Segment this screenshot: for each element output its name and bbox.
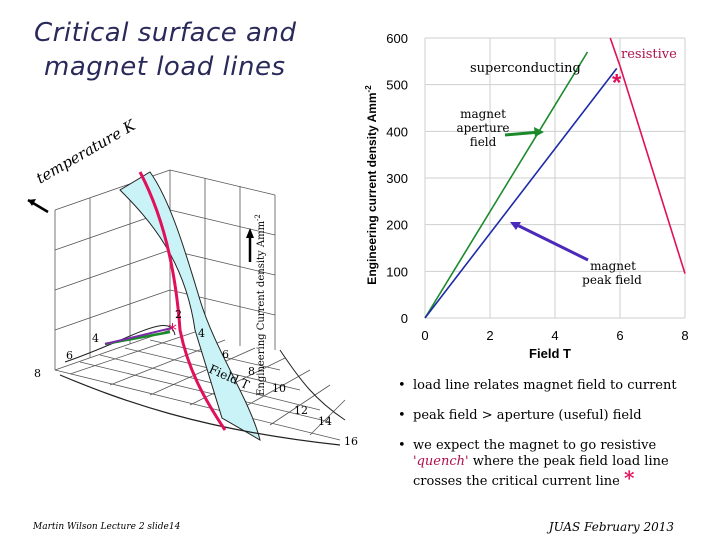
temp-tick-8: 8 xyxy=(34,367,41,380)
title-line-1: Critical surface and xyxy=(34,18,297,48)
chart-series xyxy=(424,37,686,319)
series-line-critical xyxy=(609,37,686,274)
field-tick-14: 14 xyxy=(318,415,332,428)
field-tick-10: 10 xyxy=(272,382,286,395)
quench-star-3d: * xyxy=(168,320,177,341)
annotation-peak: magnet peak field xyxy=(582,259,642,287)
field-tick-12: 12 xyxy=(294,404,308,417)
bullet-2: peak field > aperture (useful) field xyxy=(395,408,715,424)
series-line-aperture xyxy=(424,51,589,319)
current-axis-label: Engineering Current density Amm-2 xyxy=(254,214,267,396)
x-tick-label: 4 xyxy=(551,328,558,343)
temp-tick-6: 6 xyxy=(66,349,73,362)
field-tick-6: 6 xyxy=(222,348,229,361)
boundary-curve-3 xyxy=(279,349,346,421)
x-tick-label: 6 xyxy=(616,328,623,343)
y-tick-label: 600 xyxy=(386,31,408,46)
y-tick-label: 200 xyxy=(386,218,408,233)
y-tick-label: 400 xyxy=(386,124,408,139)
aperture-pointer-head xyxy=(534,127,544,137)
critical-surface xyxy=(119,171,261,442)
bullet-3: we expect the magnet to go resistive 'qu… xyxy=(395,438,715,490)
field-tick-16: 16 xyxy=(344,435,358,448)
slide-title: Critical surface and magnet load lines xyxy=(34,16,334,84)
quench-star: * xyxy=(612,69,622,96)
footer-author: Martin Wilson Lecture 2 slide14 xyxy=(33,522,181,532)
temperature-arrowhead xyxy=(28,199,36,206)
y-tick-label: 100 xyxy=(386,264,408,279)
temperature-axis-label: temperature K xyxy=(33,116,139,188)
temp-tick-4: 4 xyxy=(92,332,99,345)
peak-pointer xyxy=(514,222,589,262)
bullet-3-quench: 'quench' xyxy=(413,454,469,469)
aperture-pointer xyxy=(504,130,541,137)
critical-line xyxy=(138,171,227,431)
x-tick-label: 2 xyxy=(486,328,493,343)
y-tick-label: 500 xyxy=(386,78,408,93)
chart-ticks: 0 100 200 300 400 500 600 0 2 4 6 8 xyxy=(386,31,688,343)
load-line-chart: 0 100 200 300 400 500 600 0 2 4 6 8 Field T Enginee… xyxy=(364,31,689,360)
title-line-2: magnet load lines xyxy=(44,52,286,82)
x-axis-label: Field T xyxy=(529,346,571,360)
bullet-3-text-1: we expect the magnet to go resistive xyxy=(413,438,657,453)
current-arrowhead xyxy=(246,228,254,238)
bullet-1: load line relates magnet field to curren… xyxy=(395,378,715,394)
x-tick-label: 8 xyxy=(681,328,688,343)
footer-date: JUAS February 2013 xyxy=(548,520,674,534)
boundary-curve-1 xyxy=(59,374,341,446)
y-tick-label: 300 xyxy=(386,171,408,186)
bullet-3-text-2: where the peak field load line crosses t… xyxy=(413,454,669,489)
bullet-3-star: * xyxy=(623,466,635,490)
y-tick-label: 0 xyxy=(401,311,408,326)
load-line-purple xyxy=(104,327,173,345)
annotation-aperture: magnet aperture field xyxy=(456,107,509,149)
field-tick-4: 4 xyxy=(198,327,205,340)
region-superconducting: superconducting xyxy=(470,61,581,76)
region-resistive: resistive xyxy=(621,47,677,62)
y-axis-label: Engineering current density Amm-2 xyxy=(364,85,379,285)
chart-grid xyxy=(424,37,686,319)
critical-surface-figure: * temperature K Engineering Current dens… xyxy=(27,116,358,448)
series-line-peak xyxy=(424,67,618,319)
field-tick-8: 8 xyxy=(248,365,255,378)
peak-pointer-head xyxy=(510,222,521,230)
bullet-list: load line relates magnet field to curren… xyxy=(395,378,715,504)
wall-grid xyxy=(54,169,276,370)
x-tick-label: 0 xyxy=(421,328,428,343)
temp-tick-2: 2 xyxy=(175,308,182,321)
